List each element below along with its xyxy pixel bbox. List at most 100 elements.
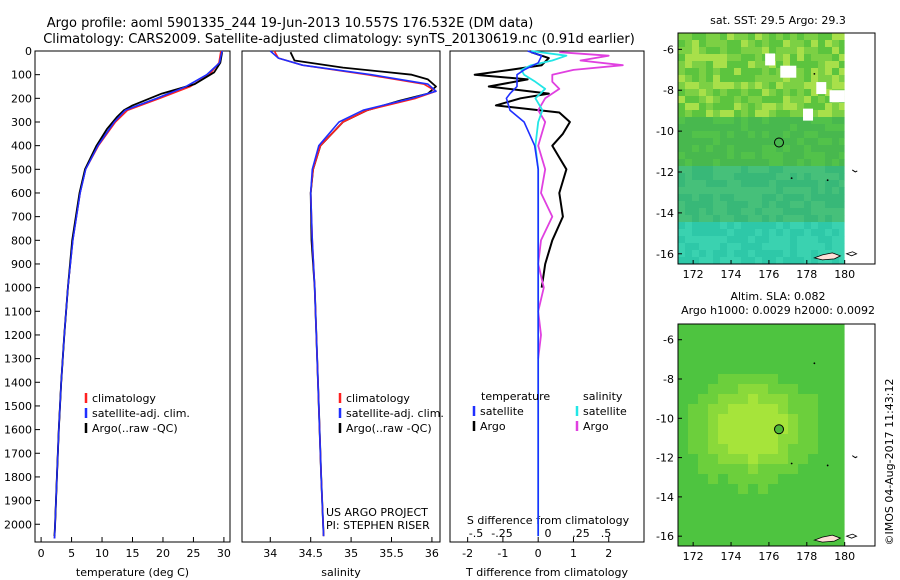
map-cell: [748, 354, 759, 365]
map-cell: [825, 194, 833, 202]
map-cell: [811, 110, 819, 118]
map-cell: [778, 394, 789, 405]
map-cell: [685, 54, 693, 62]
map-cell: [825, 215, 833, 223]
map-cell: [718, 404, 729, 415]
map-cell: [692, 110, 700, 118]
map-cell: [678, 180, 686, 188]
map-cell: [699, 152, 707, 160]
map-cell: [727, 222, 735, 230]
map-cell: [769, 173, 777, 181]
plot-frame: [449, 50, 645, 543]
map-cell: [748, 324, 759, 335]
map-cell: [832, 159, 840, 167]
map-cell: [728, 544, 739, 546]
island-outline: [845, 533, 858, 539]
map-cell: [720, 152, 728, 160]
map-cell: [699, 208, 707, 216]
map-cell: [839, 33, 845, 41]
map-cell: [688, 524, 699, 535]
map-cell: [804, 54, 812, 62]
map-cell: [692, 201, 700, 209]
map-cell: [788, 464, 799, 475]
map-cell: [706, 152, 714, 160]
map-cell: [728, 354, 739, 365]
map-cell: [783, 257, 791, 264]
map-cell: [768, 394, 779, 405]
map-cell: [776, 40, 784, 48]
map-cell: [797, 145, 805, 153]
map-cell: [825, 68, 833, 76]
map-cell: [755, 145, 763, 153]
y-tick-label: 900: [11, 258, 32, 271]
map-cell: [776, 82, 784, 90]
x-tick-label: 30: [217, 547, 231, 560]
map-cell: [748, 173, 756, 181]
map-cell: [678, 384, 689, 395]
map-cell: [778, 444, 789, 455]
map-y-tick-label: -14: [656, 491, 674, 504]
map-cell: [783, 215, 791, 223]
map-cell: [755, 187, 763, 195]
map-cell: [818, 40, 826, 48]
map-cell: [778, 404, 789, 415]
map-cell: [713, 201, 721, 209]
map-cell: [769, 68, 777, 76]
map-cell: [762, 68, 770, 76]
map-cell: [734, 243, 742, 251]
map-cell: [678, 131, 686, 139]
t-argo-line: [473, 51, 571, 288]
map-cell: [818, 454, 829, 465]
map-cell: [797, 257, 805, 264]
map-cell: [685, 110, 693, 118]
map-cell: [768, 534, 779, 545]
map-cell: [776, 194, 784, 202]
map-cell: [790, 33, 798, 41]
map-cell: [797, 75, 805, 83]
map-cell: [748, 484, 759, 495]
x-axis-label: temperature (deg C): [76, 566, 189, 579]
map-cell: [769, 103, 777, 111]
map-cell: [808, 454, 819, 465]
map-cell: [718, 334, 729, 345]
map-cell: [828, 474, 839, 485]
map-cell: [778, 344, 789, 355]
map-cell: [706, 173, 714, 181]
map-cell: [708, 394, 719, 405]
map-cell: [699, 159, 707, 167]
map-cell: [685, 33, 693, 41]
map-cell: [769, 208, 777, 216]
map-cell: [804, 96, 812, 104]
map-cell: [798, 464, 809, 475]
map-cell: [748, 394, 759, 405]
map-cell: [769, 145, 777, 153]
map-cell: [768, 544, 779, 546]
map-cell: [685, 250, 693, 258]
map-cell: [818, 47, 826, 55]
map-cell: [755, 138, 763, 146]
map-cell: [713, 215, 721, 223]
map-cell: [678, 544, 689, 546]
map-cell: [839, 257, 845, 264]
map-cell: [713, 40, 721, 48]
map-cell: [762, 82, 770, 90]
map-land-strip: [844, 33, 875, 264]
map-cell: [798, 494, 809, 505]
map-cell: [811, 159, 819, 167]
map-cell: [808, 354, 819, 365]
map-cell: [762, 47, 770, 55]
map-cell: [741, 89, 749, 97]
map-cell: [769, 194, 777, 202]
map-x-tick-label: 180: [834, 268, 855, 281]
map-cell: [798, 404, 809, 415]
map-cell: [818, 166, 826, 174]
map-cell: [788, 364, 799, 375]
map-cell: [720, 222, 728, 230]
map-cell: [776, 187, 784, 195]
map-cell: [741, 96, 749, 104]
map-cell: [692, 257, 700, 264]
map-cell: [692, 236, 700, 244]
map-cell: [790, 257, 798, 264]
map-cell: [748, 494, 759, 505]
map-cell: [738, 484, 749, 495]
